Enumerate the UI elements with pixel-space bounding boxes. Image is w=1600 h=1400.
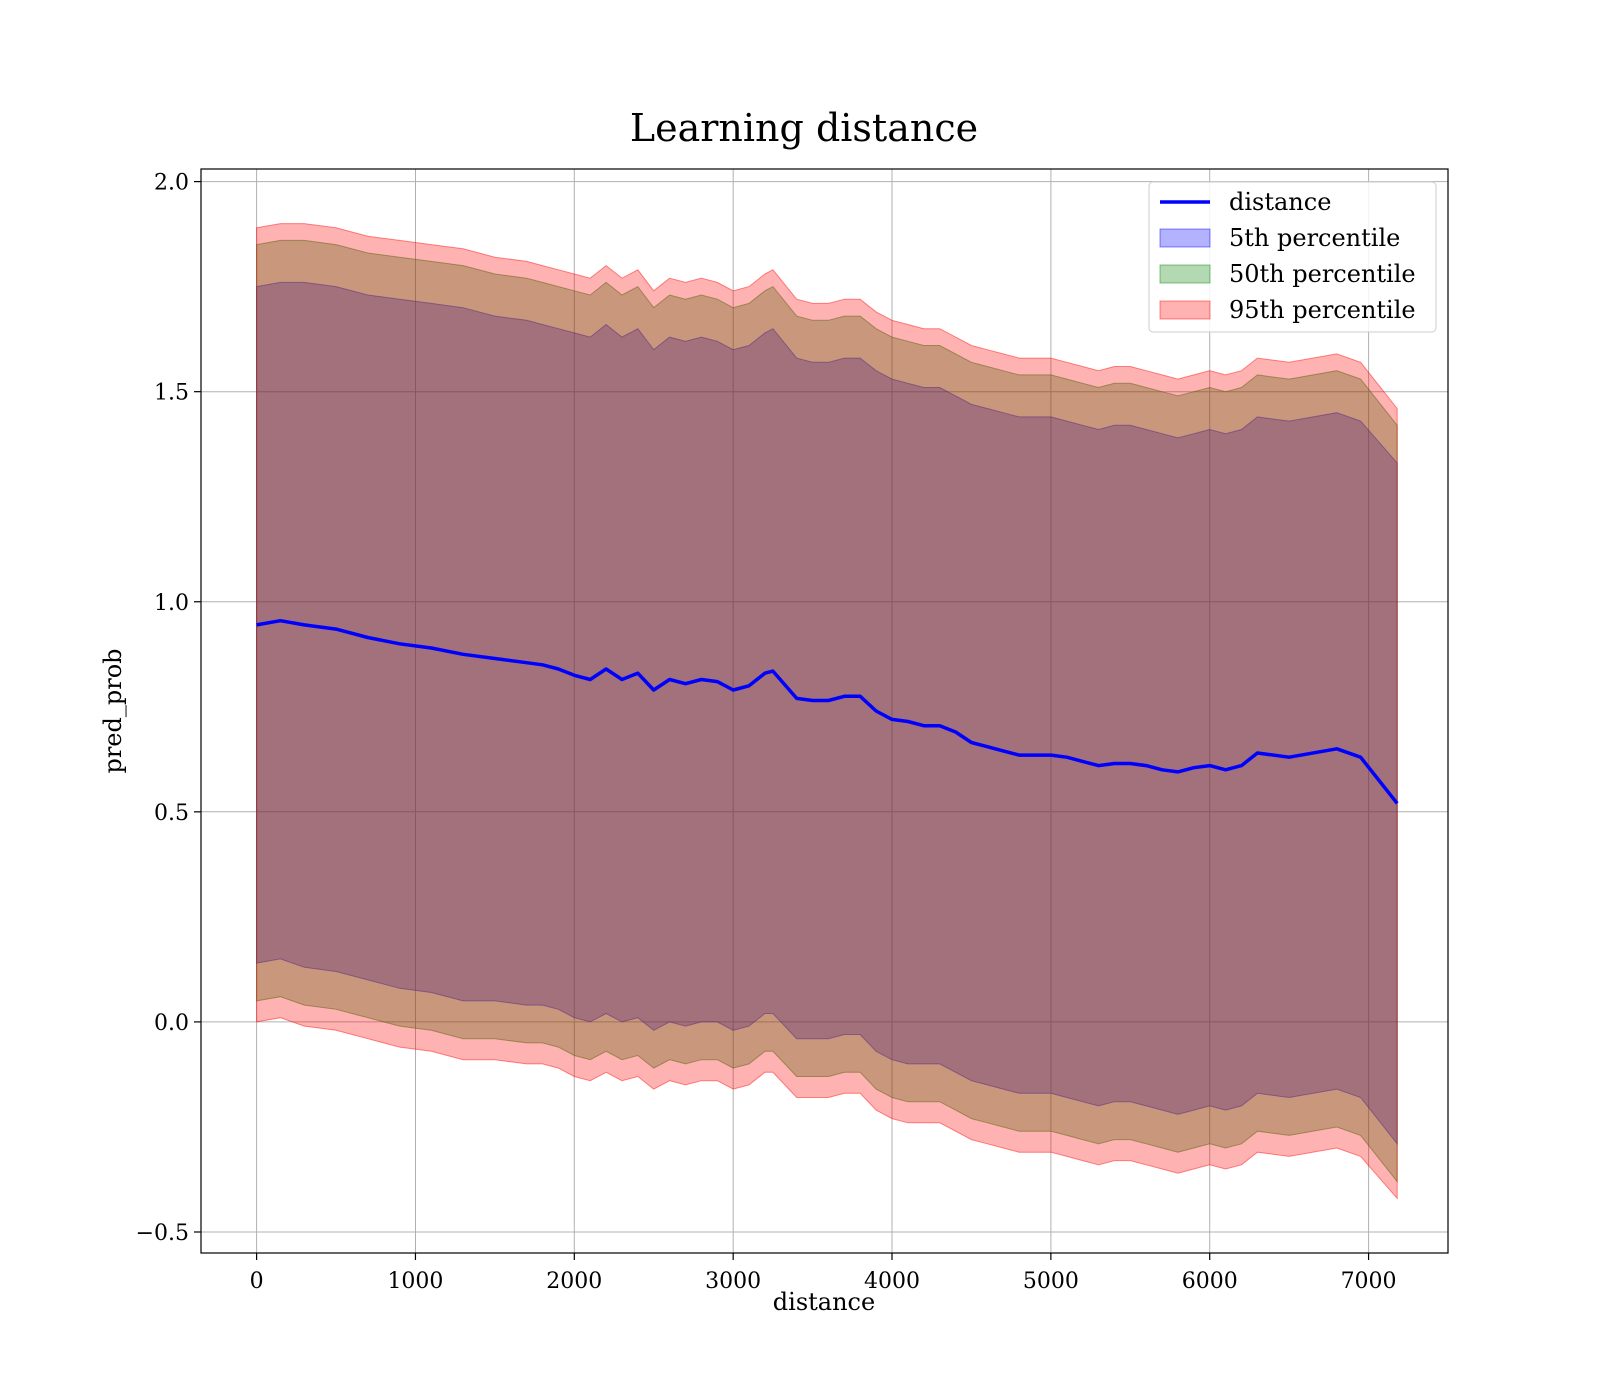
x-tick-label: 4000 [864,1269,920,1294]
band-95th-percentile [256,223,1398,1200]
x-tick-label: 1000 [387,1269,443,1294]
band-5th-percentile [256,281,1398,1146]
legend-box [1148,181,1437,333]
grid [201,169,1448,1253]
legend: distance 5th percentile 50th percentile 95t… [1148,181,1437,333]
legend-label-50th-percentile: 50th percentile [1229,260,1416,288]
x-tick-label: 3000 [705,1269,761,1294]
legend-swatch-50th-percentile [1159,264,1211,284]
band-50th-percentile [256,239,1398,1184]
y-tick-label: 1.0 [154,591,189,616]
x-tick-label: 7000 [1341,1269,1397,1294]
y-tick-label: 0.0 [154,1011,189,1036]
x-tick-label: 6000 [1182,1269,1238,1294]
x-tick-label: 0 [250,1269,264,1294]
distance-line [256,618,1399,805]
y-tick-label: −0.5 [136,1221,189,1246]
distance-line-layer [256,618,1399,805]
percentile-bands [256,223,1398,1200]
y-tick-label: 2.0 [154,171,189,196]
legend-label-distance: distance [1229,188,1331,216]
legend-label-95th-percentile: 95th percentile [1229,296,1416,324]
chart-title: Learning distance [630,106,978,150]
y-tick-label: 0.5 [154,801,189,826]
legend-swatch-5th-percentile [1159,228,1211,248]
axis-ticks: 0 1000 2000 3000 4000 5000 6000 7000 −0.5 0.0 0.5 1… [136,171,1397,1294]
y-axis-label: pred_prob [99,648,127,773]
plot-frame [200,168,1449,1254]
legend-swatch-95th-percentile [1159,300,1211,320]
legend-label-5th-percentile: 5th percentile [1229,224,1400,252]
x-tick-label: 2000 [546,1269,602,1294]
x-axis-label: distance [773,1288,875,1316]
y-tick-label: 1.5 [154,381,189,406]
x-tick-label: 5000 [1023,1269,1079,1294]
